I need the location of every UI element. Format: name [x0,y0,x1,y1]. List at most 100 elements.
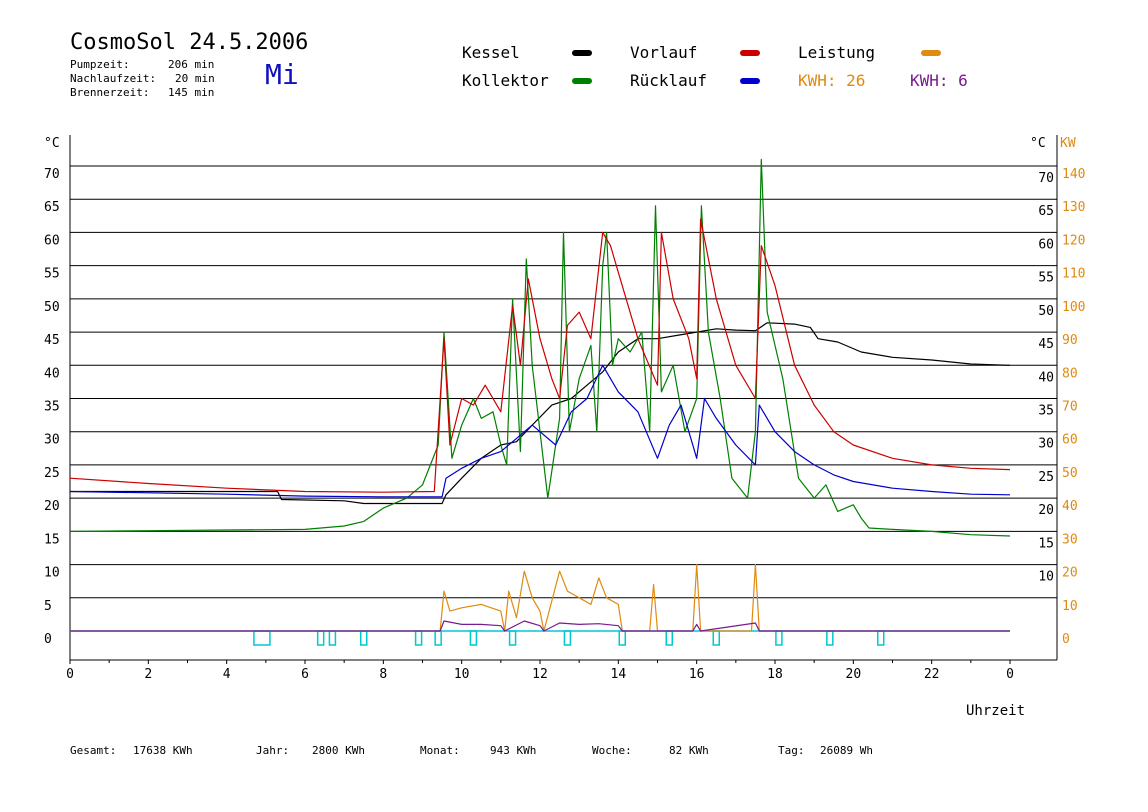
pump-marker [618,630,626,646]
legend-ruecklauf-swatch [740,78,760,84]
legend-kwh-total: KWH: 26 [798,71,866,90]
right-tick-label-celsius: 20 [1038,503,1054,518]
pump-time-label: Pumpzeit: [70,58,130,71]
ruecklauf-line [69,364,1011,498]
pump-marker [826,630,834,646]
left-tick-label: 20 [44,499,60,514]
afterrun-time-label: Nachlaufzeit: [70,72,157,85]
right-tick-label-kw: 30 [1062,532,1078,547]
pump-marker [877,630,885,646]
right-tick-label-kw: 70 [1062,400,1078,415]
right-tick-label-kw: 130 [1062,200,1085,215]
legend-kessel-swatch [572,50,592,56]
right-axis-unit-kw: KW [1060,136,1076,151]
legend-ruecklauf-label: Rücklauf [630,71,708,90]
left-tick-label: 25 [44,466,60,481]
legend-kollektor-label: Kollektor [462,71,549,90]
x-tick-label: 8 [379,667,387,682]
right-tick-label-celsius: 50 [1038,304,1054,319]
left-tick-label: 10 [44,566,60,581]
right-tick-label-kw: 40 [1062,499,1078,514]
footer-week-label: Woche: [592,744,632,757]
right-tick-label-celsius: 15 [1038,536,1054,551]
pump-marker [712,630,720,646]
legend-kessel-label: Kessel [462,43,520,62]
right-tick-label-kw: 100 [1062,300,1085,315]
left-tick-label: 70 [44,167,60,182]
legend-vorlauf-swatch [740,50,760,56]
right-tick-label-celsius: 10 [1038,570,1054,585]
legend-leistung-label: Leistung [798,43,876,62]
pump-marker [434,630,442,646]
footer-total-label: Gesamt: [70,744,117,757]
right-tick-label-celsius: 35 [1038,404,1054,419]
pump-marker [316,630,325,646]
right-tick-label-kw: 0 [1062,632,1070,647]
x-tick-label: 20 [846,667,862,682]
footer-year-label: Jahr: [256,744,290,757]
x-tick-label: 10 [454,667,470,682]
pump-marker [328,630,337,646]
kwh-second-line [70,620,1010,632]
kollektor-line [69,158,1011,537]
vorlauf-line [69,218,1011,493]
right-tick-label-kw: 50 [1062,466,1078,481]
left-tick-label: 45 [44,333,60,348]
left-tick-label: 50 [44,300,60,315]
legend-vorlauf-label: Vorlauf [630,43,698,62]
pump-marker [563,630,572,646]
right-tick-label-kw: 60 [1062,433,1078,448]
afterrun-time-value: 20 min [175,72,215,85]
right-axis-unit-celsius: °C [1030,136,1046,151]
legend-kollektor-swatch [572,78,592,84]
footer-year-value: 2800 KWh [312,744,365,757]
right-tick-label-celsius: 45 [1038,337,1054,352]
leistung-line [70,563,1010,632]
pump-marker [253,630,271,646]
right-tick-label-celsius: 60 [1038,237,1054,252]
footer-total-value: 17638 KWh [133,744,193,757]
x-axis-label: Uhrzeit [966,703,1025,719]
chart-title: CosmoSol 24.5.2006 [70,30,309,55]
kessel-line [70,322,1011,505]
left-tick-label: 55 [44,267,60,282]
right-tick-label-celsius: 25 [1038,470,1054,485]
pump-marker [775,630,783,646]
right-tick-label-celsius: 70 [1038,171,1054,186]
right-tick-label-kw: 110 [1062,267,1085,282]
right-tick-label-celsius: 30 [1038,437,1054,452]
x-tick-label: 0 [1006,667,1014,682]
left-tick-label: 35 [44,400,60,415]
pump-time-value: 206 min [168,58,215,71]
footer-day-value: 26089 Wh [820,744,873,757]
left-tick-label: 60 [44,233,60,248]
left-tick-label: 30 [44,433,60,448]
pump-marker [469,630,478,646]
right-tick-label-kw: 80 [1062,366,1078,381]
legend-leistung-swatch [921,50,941,56]
right-tick-label-kw: 90 [1062,333,1078,348]
burner-time-value: 145 min [168,86,215,99]
pump-marker [360,630,368,646]
left-axis-unit: °C [44,136,60,151]
pump-marker [414,630,423,646]
left-tick-label: 15 [44,532,60,547]
x-tick-label: 6 [301,667,309,682]
left-tick-label: 65 [44,200,60,215]
right-tick-label-celsius: 40 [1038,370,1054,385]
pump-marker [508,630,517,646]
footer-month-value: 943 KWh [490,744,537,757]
right-tick-label-kw: 140 [1062,167,1085,182]
burner-time-label: Brennerzeit: [70,86,150,99]
x-tick-label: 22 [924,667,940,682]
right-tick-label-kw: 10 [1062,599,1078,614]
footer-week-value: 82 KWh [669,744,709,757]
pump-marker [665,630,673,646]
weekday-label: Mi [265,58,299,91]
left-tick-label: 40 [44,366,60,381]
x-tick-label: 2 [144,667,152,682]
left-tick-label: 0 [44,632,52,647]
legend-kwh-second: KWH: 6 [910,71,968,90]
x-tick-label: 16 [689,667,705,682]
right-tick-label-kw: 20 [1062,566,1078,581]
